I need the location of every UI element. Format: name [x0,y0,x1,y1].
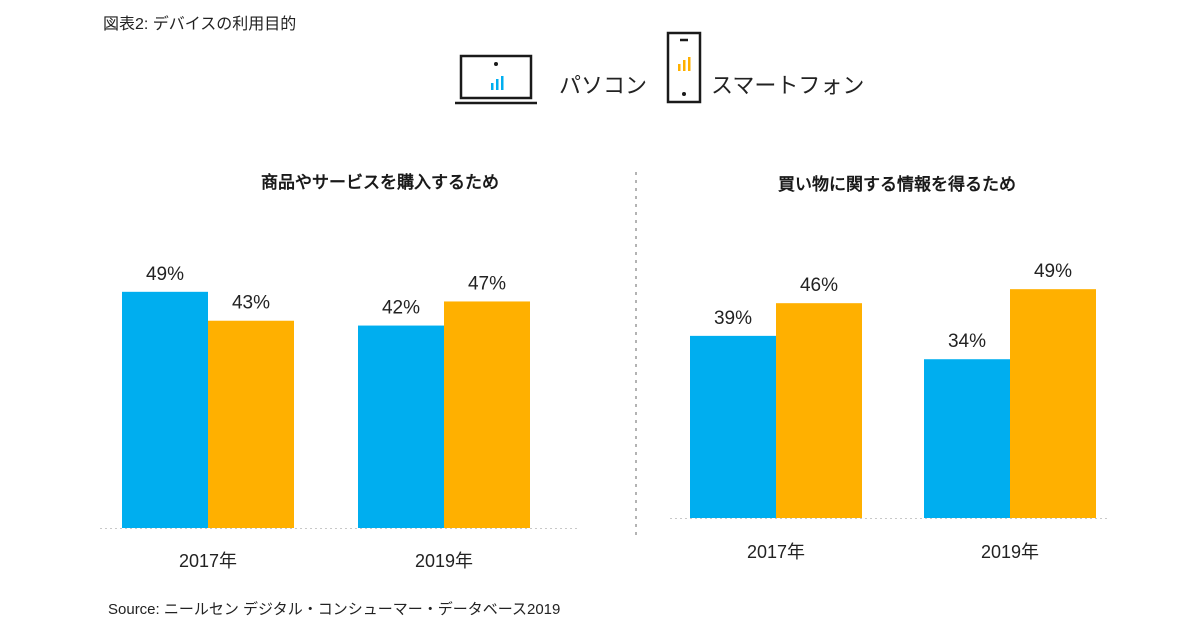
bar-1-1-1 [1010,289,1096,518]
value-label-0-1-1: 47% [468,273,506,294]
category-label-0-1: 2019年 [415,551,473,571]
bar-0-1-1 [444,301,530,528]
legend-label-smartphone: スマートフォン [711,73,865,98]
legend-label-pc: パソコン [559,73,648,98]
bar-1-0-0 [690,335,776,518]
category-label-1-1: 2019年 [981,542,1039,562]
panel-title-1: 買い物に関する情報を得るため [778,174,1016,194]
value-label-0-0-0: 49% [146,264,184,285]
value-label-0-1-0: 42% [382,298,420,319]
value-label-1-1-1: 49% [1034,261,1072,282]
value-label-1-0-1: 46% [800,275,838,296]
smartphone-icon [666,31,702,104]
value-label-1-1-0: 34% [948,331,986,352]
source-note: Source: ニールセン デジタル・コンシューマー・データベース2019 [108,601,561,618]
figure-title: 図表2: デバイスの利用目的 [103,16,297,33]
category-label-0-0: 2017年 [179,551,237,571]
bar-0-0-0 [122,291,208,528]
bar-1-0-1 [776,303,862,518]
panel-title-0: 商品やサービスを購入するため [261,172,499,192]
bar-0-1-0 [358,325,444,528]
bar-0-0-1 [208,320,294,528]
laptop-icon [455,54,537,105]
bar-1-1-0 [924,359,1010,518]
category-label-1-0: 2017年 [747,542,805,562]
value-label-1-0-0: 39% [714,308,752,329]
value-label-0-0-1: 43% [232,293,270,314]
